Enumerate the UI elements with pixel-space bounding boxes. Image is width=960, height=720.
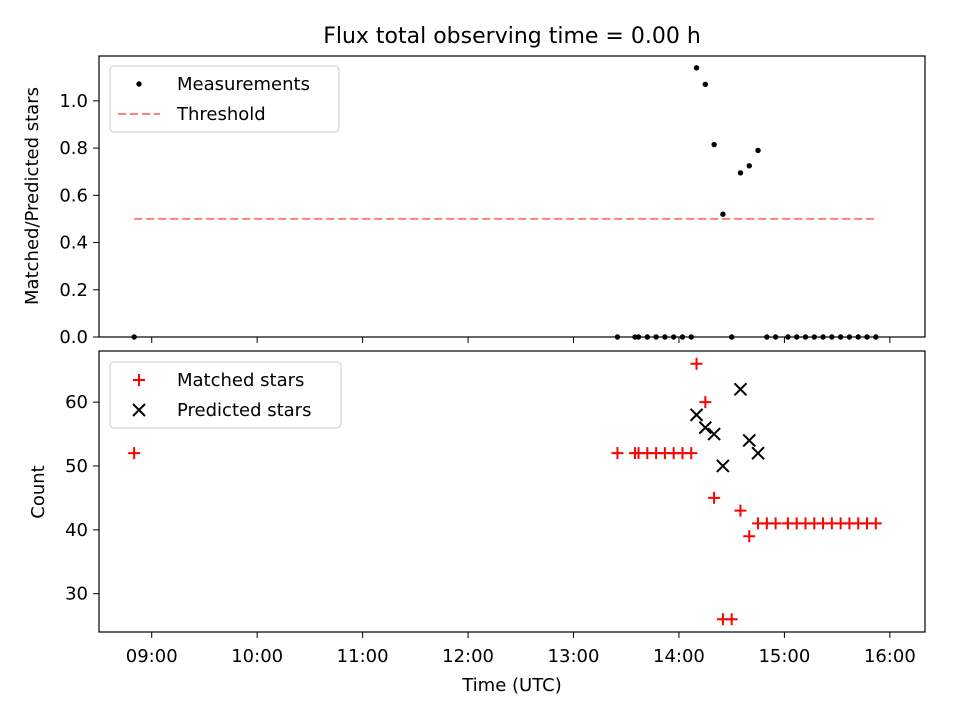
bottom-y-axis-label: Count xyxy=(28,465,49,518)
legend-matched-marker xyxy=(133,374,145,386)
top-y-tick-label-0: 0.0 xyxy=(59,327,88,348)
matched-star-point-10 xyxy=(690,357,703,370)
top-y-tick-label-2: 0.4 xyxy=(59,233,88,254)
measurement-point-17 xyxy=(755,147,761,154)
predicted-star-point-1 xyxy=(698,420,713,435)
x-tick-label-1: 10:00 xyxy=(231,646,283,667)
legend-predicted-label: Predicted stars xyxy=(177,400,311,421)
legend-measurements-marker xyxy=(136,81,142,87)
bottom-y-tick-label-0: 30 xyxy=(65,584,88,605)
predicted-star-point-2 xyxy=(707,427,721,441)
legend-threshold-label: Threshold xyxy=(176,104,266,125)
bottom-panel-axes: 09:00 10:00 11:00 12:00 13:00 14:00 15:00 16:00… xyxy=(65,392,916,667)
bottom-panel-marks xyxy=(128,357,882,626)
measurement-point-11 xyxy=(702,81,709,88)
predicted-star-point-0 xyxy=(689,408,704,422)
predicted-star-point-6 xyxy=(751,446,765,460)
measurement-point-15 xyxy=(737,170,744,176)
predicted-star-point-5 xyxy=(742,433,756,448)
predicted-star-point-3 xyxy=(716,459,730,473)
matched-star-point-9 xyxy=(685,447,698,460)
matched-star-point-19 xyxy=(769,517,782,530)
legend-measurements-label: Measurements xyxy=(177,74,310,95)
x-tick-label-0: 09:00 xyxy=(126,646,178,667)
measurement-point-13 xyxy=(720,211,726,217)
top-y-tick-label-4: 0.8 xyxy=(59,138,88,159)
matched-star-point-16 xyxy=(743,530,756,543)
bottom-y-tick-label-2: 50 xyxy=(65,456,88,477)
bottom-panel-frame xyxy=(98,350,926,633)
bottom-panel: 09:00 10:00 11:00 12:00 13:00 14:00 15:00 16:00… xyxy=(28,350,926,696)
bottom-y-tick-label-1: 40 xyxy=(65,520,88,541)
top-panel-axes: 0.0 0.2 0.4 0.6 0.8 1.0 xyxy=(59,91,891,348)
measurement-point-10 xyxy=(693,65,700,71)
measurement-point-12 xyxy=(711,141,717,148)
matched-star-point-11 xyxy=(699,396,712,409)
top-y-tick-label-3: 0.6 xyxy=(59,185,88,206)
matched-star-point-0 xyxy=(128,447,141,460)
x-tick-label-3: 12:00 xyxy=(442,646,494,667)
x-axis-label: Time (UTC) xyxy=(461,675,562,696)
x-tick-label-7: 16:00 xyxy=(864,646,916,667)
bottom-y-tick-label-3: 60 xyxy=(65,392,88,413)
legend-matched-label: Matched stars xyxy=(177,370,304,391)
figure-title: Flux total observing time = 0.00 h xyxy=(323,24,701,49)
bottom-legend-box xyxy=(109,361,342,429)
top-y-tick-label-1: 0.2 xyxy=(59,280,88,301)
x-tick-label-4: 13:00 xyxy=(548,646,600,667)
measurement-point-16 xyxy=(746,163,752,169)
legend-predicted-marker xyxy=(132,403,146,417)
matched-star-point-1 xyxy=(611,447,624,460)
top-legend: Measurements Threshold xyxy=(109,65,340,133)
matched-star-point-30 xyxy=(869,517,882,530)
top-y-tick-label-5: 1.0 xyxy=(59,91,88,112)
matched-star-point-15 xyxy=(734,504,747,517)
top-panel: 0.0 0.2 0.4 0.6 0.8 1.0 Matched/Predicted sta… xyxy=(22,55,926,348)
x-tick-label-5: 14:00 xyxy=(653,646,705,667)
top-panel-frame xyxy=(98,55,926,338)
x-tick-label-6: 15:00 xyxy=(758,646,810,667)
top-y-axis-label: Matched/Predicted stars xyxy=(22,87,43,305)
x-tick-label-2: 11:00 xyxy=(337,646,389,667)
top-legend-box xyxy=(109,65,340,133)
matched-star-point-14 xyxy=(725,613,738,626)
bottom-legend: Matched stars Predicted stars xyxy=(109,361,342,429)
matched-star-point-12 xyxy=(708,491,721,504)
predicted-star-point-4 xyxy=(733,382,748,397)
